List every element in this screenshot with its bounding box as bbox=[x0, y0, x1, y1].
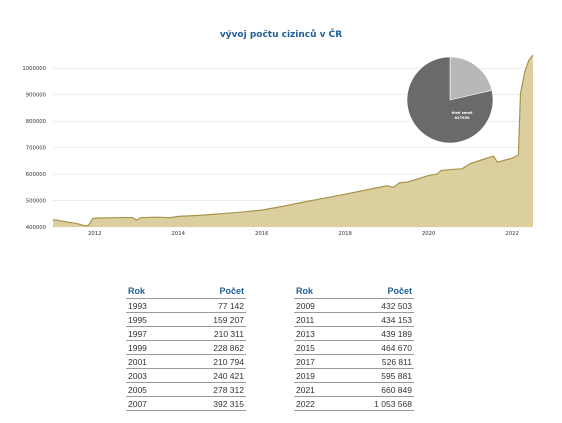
cell-count: 434 153 bbox=[336, 312, 414, 327]
cell-count: 77 142 bbox=[173, 298, 246, 313]
column-header-year: Rok bbox=[126, 284, 174, 299]
y-tick-label: 700000 bbox=[26, 146, 47, 152]
cell-year: 2022 bbox=[294, 396, 337, 411]
cell-count: 278 312 bbox=[173, 382, 246, 397]
cell-year: 2013 bbox=[294, 326, 337, 341]
table-body: 2009 432 503 2011 434 153 2013 439 189 2015 464… bbox=[294, 298, 414, 411]
column-header-count: Počet bbox=[173, 284, 246, 299]
data-table-2: Rok Počet 2009 432 503 2011 434 153 2013 439 … bbox=[294, 284, 414, 411]
table-row: 2022 1 053 568 bbox=[294, 396, 414, 411]
cell-count: 392 315 bbox=[173, 396, 246, 411]
cell-year: 2019 bbox=[294, 368, 337, 383]
area-fill bbox=[53, 55, 533, 227]
x-tick-label: 2022 bbox=[505, 231, 518, 237]
cell-count: 439 189 bbox=[336, 326, 414, 341]
cell-count: 595 881 bbox=[336, 368, 414, 383]
data-table-1: Rok Počet 1993 77 142 1995 159 207 1997 210 3… bbox=[126, 284, 246, 411]
cell-count: 464 670 bbox=[336, 340, 414, 355]
x-axis-tick-labels: 2012 2014 2016 2018 2020 2022 bbox=[88, 231, 519, 237]
chart-title: vývoj počtu cizinců v ČR bbox=[219, 30, 343, 40]
table-row: 2007 392 315 bbox=[126, 396, 246, 411]
pie-slice bbox=[449, 56, 493, 101]
table-row: 2009 432 503 bbox=[294, 298, 414, 313]
table-row: 2021 660 849 bbox=[294, 382, 414, 397]
y-axis-tick-labels: 400000 500000 600000 700000 800000 900000 1000… bbox=[22, 66, 46, 231]
pie-slice bbox=[406, 56, 494, 144]
table-body: 1993 77 142 1995 159 207 1997 210 311 1999 228 … bbox=[126, 298, 246, 411]
table-row: 2013 439 189 bbox=[294, 326, 414, 341]
table-row: 2005 278 312 bbox=[126, 382, 246, 397]
table-row: 1997 210 311 bbox=[126, 326, 246, 341]
cell-count: 240 421 bbox=[173, 368, 246, 383]
column-header-count: Počet bbox=[336, 284, 414, 299]
y-tick-label: 900000 bbox=[26, 93, 47, 99]
column-header-year: Rok bbox=[294, 284, 337, 299]
pie-slice-label: třetí země bbox=[452, 111, 473, 115]
table-row: 2003 240 421 bbox=[126, 368, 246, 383]
x-tick-label: 2018 bbox=[338, 231, 352, 237]
y-tick-label: 400000 bbox=[26, 225, 47, 231]
area-line bbox=[52, 54, 534, 227]
pie-slice-value: 827950 bbox=[454, 116, 470, 120]
y-tick-label: 1000000 bbox=[22, 66, 46, 72]
table-header-row: Rok Počet bbox=[294, 284, 414, 299]
cell-year: 2011 bbox=[294, 312, 337, 327]
cell-count: 526 811 bbox=[336, 354, 414, 369]
x-tick-label: 2014 bbox=[171, 231, 185, 237]
table-row: 2011 434 153 bbox=[294, 312, 414, 327]
table-header-row: Rok Počet bbox=[126, 284, 246, 299]
cell-count: 228 862 bbox=[173, 340, 246, 355]
table-row: 2017 526 811 bbox=[294, 354, 414, 369]
cell-count: 210 311 bbox=[173, 326, 246, 341]
x-tick-label: 2020 bbox=[422, 231, 436, 237]
cell-year: 1999 bbox=[126, 340, 174, 355]
y-tick-label: 600000 bbox=[26, 172, 47, 178]
cell-year: 1997 bbox=[126, 326, 174, 341]
cell-count: 432 503 bbox=[336, 298, 414, 313]
cell-year: 2003 bbox=[126, 368, 174, 383]
cell-count: 210 794 bbox=[173, 354, 246, 369]
table-row: 2015 464 670 bbox=[294, 340, 414, 355]
cell-year: 1993 bbox=[126, 298, 174, 313]
chart-area-series bbox=[52, 54, 534, 227]
cell-year: 2007 bbox=[126, 396, 174, 411]
table-row: 1995 159 207 bbox=[126, 312, 246, 327]
table-row: 2019 595 881 bbox=[294, 368, 414, 383]
x-tick-label: 2016 bbox=[255, 231, 269, 237]
cell-count: 1 053 568 bbox=[336, 396, 414, 411]
table-row: 2001 210 794 bbox=[126, 354, 246, 369]
cell-year: 2005 bbox=[126, 382, 174, 397]
cell-count: 660 849 bbox=[336, 382, 414, 397]
y-tick-label: 500000 bbox=[26, 199, 47, 205]
cell-year: 2021 bbox=[294, 382, 337, 397]
cell-year: 2015 bbox=[294, 340, 337, 355]
cell-year: 2017 bbox=[294, 354, 337, 369]
y-tick-label: 800000 bbox=[26, 119, 47, 125]
cell-year: 2009 bbox=[294, 298, 337, 313]
table-row: 1999 228 862 bbox=[126, 340, 246, 355]
cell-year: 1995 bbox=[126, 312, 174, 327]
cell-count: 159 207 bbox=[173, 312, 246, 327]
foreigners-area-chart: 400000 500000 600000 700000 800000 900000 1000… bbox=[22, 54, 534, 237]
cell-year: 2001 bbox=[126, 354, 174, 369]
table-row: 1993 77 142 bbox=[126, 298, 246, 313]
x-tick-label: 2012 bbox=[88, 231, 101, 237]
